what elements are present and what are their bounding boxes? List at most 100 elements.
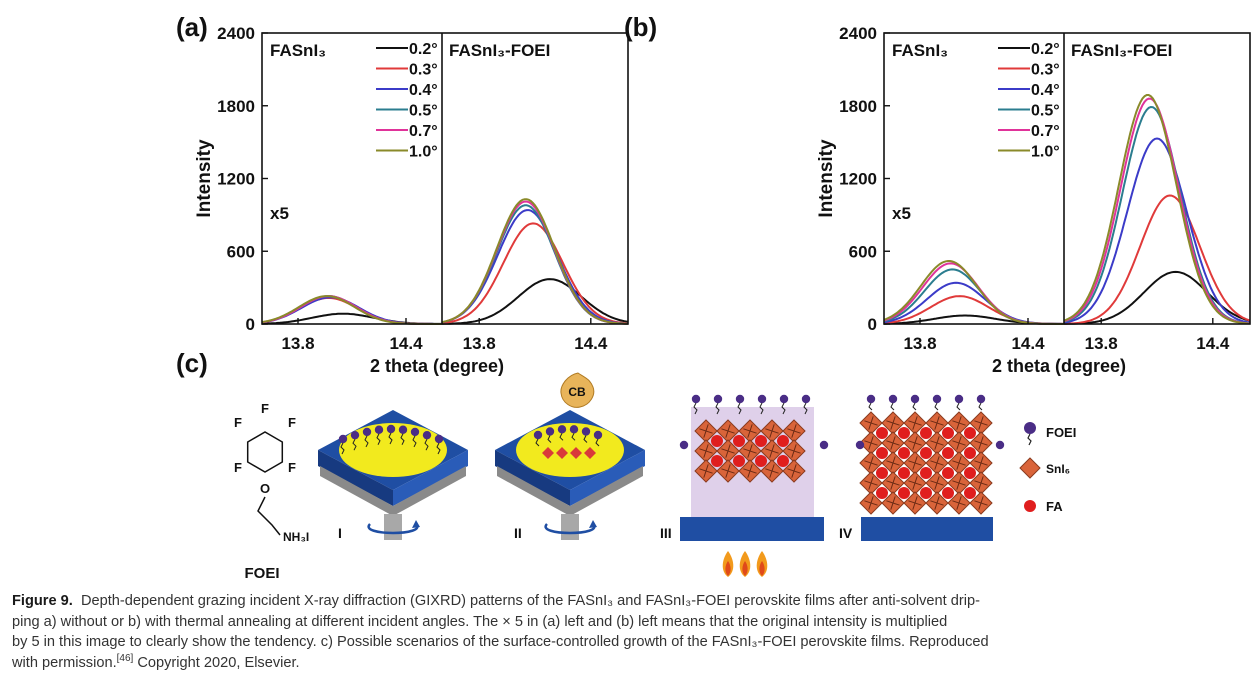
foei-molecule-edge [995,440,1005,450]
sni6-octahedron-IV-edge [930,476,944,490]
molecule-name: FOEI [244,565,279,582]
fa-cation-IV [920,447,932,459]
sni6-seed [556,447,568,459]
series-line-left-0.3° [261,296,442,325]
oxygen-atom: O [260,481,270,496]
foei-molecule [338,434,348,444]
foei-tail [737,402,742,415]
fa-cation-IV [876,427,888,439]
legend-foei-label: FOEI [1046,425,1076,440]
x-axis-label: 2 theta (degree) [992,356,1126,376]
series-line-left-1.0° [883,260,1064,325]
ethyl-chain [257,496,281,536]
series-line-right-1.0° [1063,94,1251,325]
sni6-octahedron-III-edge [699,464,713,478]
series-line-right-0.2° [441,278,629,325]
spin-chuck-base-II [497,466,643,516]
sni6-octahedron-IV-edge [952,456,966,470]
sni6-octahedron-III-edge [699,424,713,438]
foei-tail [595,438,600,447]
y-tick-label: 1800 [217,97,255,116]
precursor-film-II [516,423,624,477]
y-tick-label: 0 [868,315,877,334]
foei-tail [693,402,698,415]
sni6-octahedron-IV-edge [908,476,922,490]
sni6-octahedron-IV-edge [886,436,900,450]
panel-label-a: (a) [176,12,208,42]
right-panel-title: FASnI₃-FOEI [1071,41,1172,60]
left-panel-title: FASnI₃ [270,41,326,60]
x-tick-label: 13.8 [1085,334,1118,353]
fa-cation-IV [942,467,954,479]
y-tick-label: 600 [849,242,877,261]
y-tick-label: 600 [227,242,255,261]
fa-cation-IV [898,467,910,479]
fa-cation-IV [964,487,976,499]
sni6-octahedron-III-edge [765,444,779,458]
y-tick-label: 1800 [839,97,877,116]
x-tick-label: 13.8 [463,334,496,353]
legend-label: 0.7° [1031,123,1060,140]
benzene-ring [246,431,284,473]
fa-cation-III [777,435,789,447]
sni6-seed [570,447,582,459]
caption-text-4a: with permission. [12,654,117,671]
foei-molecule [888,394,898,404]
foei-molecule-edge [819,440,829,450]
series-line-right-0.3° [441,222,629,325]
sni6-octahedron-IV-edge [952,436,966,450]
y-tick-label: 2400 [217,24,255,43]
sni6-octahedron-III-edge [787,464,801,478]
caption-text-4b: Copyright 2020, Elsevier. [133,654,300,671]
sni6-octahedron-IV-edge [886,416,900,430]
caption-line-1: Figure 9. Depth-dependent grazing incide… [12,591,1246,612]
sni6-octahedron-IV-edge [930,456,944,470]
series-line-right-1.0° [441,198,629,325]
foei-molecule [557,425,567,434]
fluorine-atom: F [234,460,242,475]
foei-molecule [593,430,603,440]
plot-frame [261,32,629,325]
spin-shaft-II [561,514,579,540]
gixrd-chart-a: 0 600 1200 1800 2400 13.8 13.8 14.4 14.4 2 theta … [194,24,629,376]
foei-tail [868,402,873,411]
figure-caption: Figure 9. Depth-dependent grazing incide… [12,591,1246,673]
foei-molecule [581,427,591,436]
sni6-octahedron-III-edge [765,464,779,478]
substrate-side-right-II [570,450,645,506]
x-tick-label: 14.4 [1196,334,1230,353]
rotation-arrow-head-II [589,520,597,528]
legend-label: 1.0° [409,144,438,161]
legend-label: 0.2° [1031,41,1060,58]
series-line-right-0.5° [1063,105,1251,325]
foei-molecule [866,394,876,404]
sni6-octahedron-IV-edge [974,436,988,450]
sni6-octahedron-III-edge [743,424,757,438]
foei-molecule-edge [855,440,865,450]
y-tick-label: 1200 [839,170,877,189]
foei-tail [759,402,764,415]
foei-molecule [386,424,396,434]
fa-cation-IV [898,487,910,499]
foei-tail [715,402,720,415]
legend-label: 0.4° [1031,82,1060,99]
substrate-side-I [318,450,393,506]
legend-label: 0.5° [1031,103,1060,120]
foei-molecule [350,430,360,440]
fluorine-atom: F [234,415,242,430]
foei-tail [400,433,405,445]
fa-cation-IV [942,427,954,439]
left-panel-title: FASnI₃ [892,41,948,60]
fa-cation-IV [942,447,954,459]
caption-reference: [46] [116,652,134,664]
substrate-side-right-I [393,450,468,506]
legend-label: 0.2° [409,41,438,58]
heat-flame-core [759,561,765,576]
sni6-octahedron-III-edge [743,464,757,478]
legend-label: 1.0° [1031,144,1060,161]
legend-foei-icon [1024,422,1036,434]
fa-cation-III [733,435,745,447]
caption-label: Figure 9. [12,593,73,609]
series-line-left-0.4° [261,296,442,325]
